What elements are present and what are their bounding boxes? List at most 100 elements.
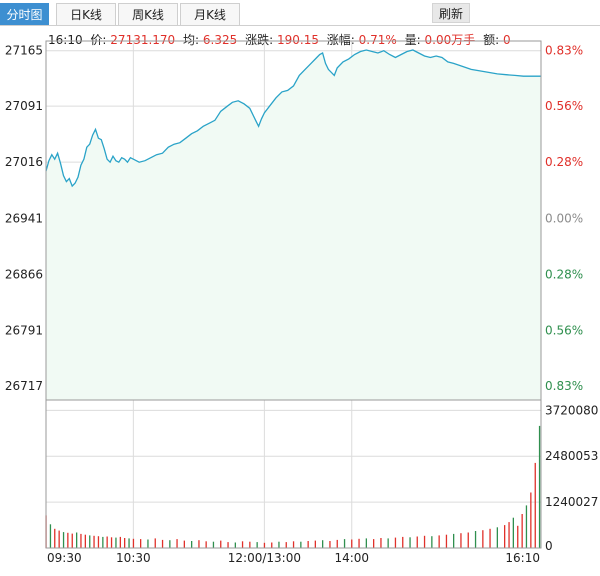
price-tick-label: 27091 bbox=[5, 99, 43, 113]
volume-tick-label: 0 bbox=[545, 539, 553, 553]
volume-bar bbox=[67, 532, 69, 548]
price-tick-label: 26791 bbox=[5, 323, 43, 337]
volume-bar bbox=[329, 541, 331, 548]
volume-bar bbox=[285, 542, 287, 548]
price-tick-label: 27165 bbox=[5, 44, 43, 58]
volume-bar bbox=[365, 538, 367, 548]
volume-bar bbox=[278, 541, 280, 548]
volume-bar bbox=[227, 542, 229, 548]
volume-bar bbox=[380, 538, 382, 548]
volume-bar bbox=[409, 537, 411, 548]
pct-tick-label: 0.00% bbox=[545, 211, 583, 225]
volume-bar bbox=[102, 536, 104, 548]
time-tick-label: 14:00 bbox=[334, 551, 369, 565]
volume-bar bbox=[110, 537, 113, 548]
info-avg: 6.325 bbox=[203, 33, 237, 47]
volume-bar bbox=[263, 542, 266, 548]
price-area bbox=[45, 49, 541, 400]
volume-bar bbox=[467, 532, 469, 548]
volume-bar bbox=[212, 541, 215, 548]
pct-tick-label: 0.56% bbox=[545, 99, 583, 113]
tab-monthly-k[interactable]: 月K线 bbox=[180, 3, 240, 25]
tab-weekly-k[interactable]: 周K线 bbox=[118, 3, 178, 25]
info-vol: 0.00万手 bbox=[425, 33, 476, 47]
volume-bar bbox=[58, 530, 60, 548]
tab-intraday[interactable]: 分时图 bbox=[0, 3, 49, 25]
price-line bbox=[45, 49, 541, 188]
volume-bar bbox=[460, 533, 462, 548]
volume-bar bbox=[106, 536, 108, 548]
info-change-label: 涨跌: bbox=[245, 32, 273, 47]
volume-bar bbox=[124, 538, 126, 548]
volume-bar bbox=[307, 541, 309, 548]
volume-bar bbox=[220, 540, 222, 548]
volume-bar bbox=[517, 525, 519, 548]
pct-tick-label: 0.56% bbox=[545, 323, 583, 337]
volume-bar bbox=[89, 535, 91, 548]
price-tick-label: 26941 bbox=[5, 211, 43, 225]
volume-bar bbox=[71, 533, 73, 548]
volume-bar bbox=[115, 537, 117, 548]
info-amt-label: 额: bbox=[483, 33, 499, 47]
frame-border bbox=[45, 40, 542, 549]
volume-bar bbox=[161, 539, 164, 548]
volume-bar bbox=[358, 538, 360, 549]
pct-tick-label: 0.28% bbox=[545, 267, 583, 281]
time-tick-label: 12:00/13:00 bbox=[228, 551, 301, 565]
time-tick-label: 09:30 bbox=[47, 551, 82, 565]
volume-bar bbox=[241, 541, 244, 548]
pct-tick-label: 0.28% bbox=[545, 155, 583, 169]
volume-bar bbox=[351, 539, 353, 548]
chart-frame bbox=[45, 40, 542, 549]
volume-tick-label: 2480053 bbox=[545, 449, 598, 463]
volume-bars bbox=[45, 425, 541, 549]
volume-bar bbox=[140, 539, 142, 548]
volume-bar bbox=[249, 541, 251, 548]
volume-bar bbox=[373, 539, 375, 548]
volume-bar bbox=[508, 522, 510, 548]
axis-labels: 27165 27091 27016 26941 26866 26791 26717 0.83%… bbox=[5, 44, 599, 565]
volume-bar bbox=[402, 536, 404, 548]
tab-divider bbox=[0, 25, 600, 26]
volume-bar bbox=[128, 538, 130, 548]
info-amt: 0 bbox=[503, 33, 511, 47]
tab-bar: 分时图 日K线 周K线 月K线 刷新 bbox=[0, 0, 600, 26]
volume-bar bbox=[198, 540, 200, 548]
volume-bar bbox=[423, 535, 426, 548]
volume-bar bbox=[538, 425, 541, 548]
price-tick-label: 26717 bbox=[5, 379, 43, 393]
volume-bar bbox=[84, 534, 86, 548]
volume-bar bbox=[387, 538, 389, 548]
volume-bar bbox=[512, 517, 514, 548]
volume-bar bbox=[49, 524, 52, 548]
price-area-fill bbox=[46, 50, 541, 400]
volume-bar bbox=[119, 536, 121, 548]
volume-bar bbox=[530, 492, 532, 548]
volume-bar bbox=[474, 531, 477, 548]
info-pct-label: 涨幅: bbox=[327, 32, 355, 47]
price-tick-label: 27016 bbox=[5, 155, 43, 169]
volume-bar bbox=[534, 462, 536, 548]
volume-bar bbox=[256, 542, 258, 548]
volume-bar bbox=[76, 532, 78, 548]
volume-bar bbox=[80, 533, 82, 548]
volume-bar bbox=[445, 534, 448, 548]
info-line: 16:10 价: 27131.170 均: 6.325 涨跌: 190.15 涨… bbox=[48, 32, 511, 47]
volume-bar bbox=[176, 539, 178, 548]
volume-bar bbox=[132, 538, 135, 549]
volume-bar bbox=[489, 528, 491, 548]
price-tick-label: 26866 bbox=[5, 267, 43, 281]
volume-bar bbox=[154, 538, 156, 548]
tab-daily-k[interactable]: 日K线 bbox=[56, 3, 116, 25]
pct-tick-label: 0.83% bbox=[545, 379, 583, 393]
volume-bar bbox=[504, 525, 506, 548]
refresh-button[interactable]: 刷新 bbox=[432, 3, 470, 23]
pct-tick-label: 0.83% bbox=[545, 44, 583, 58]
intraday-chart: 16:10 价: 27131.170 均: 6.325 涨跌: 190.15 涨… bbox=[5, 32, 599, 565]
volume-bar bbox=[62, 532, 65, 548]
volume-bar bbox=[292, 541, 295, 548]
volume-bar bbox=[496, 527, 498, 548]
volume-bar bbox=[482, 530, 484, 548]
volume-bar bbox=[322, 540, 324, 548]
time-tick-label: 10:30 bbox=[116, 551, 151, 565]
